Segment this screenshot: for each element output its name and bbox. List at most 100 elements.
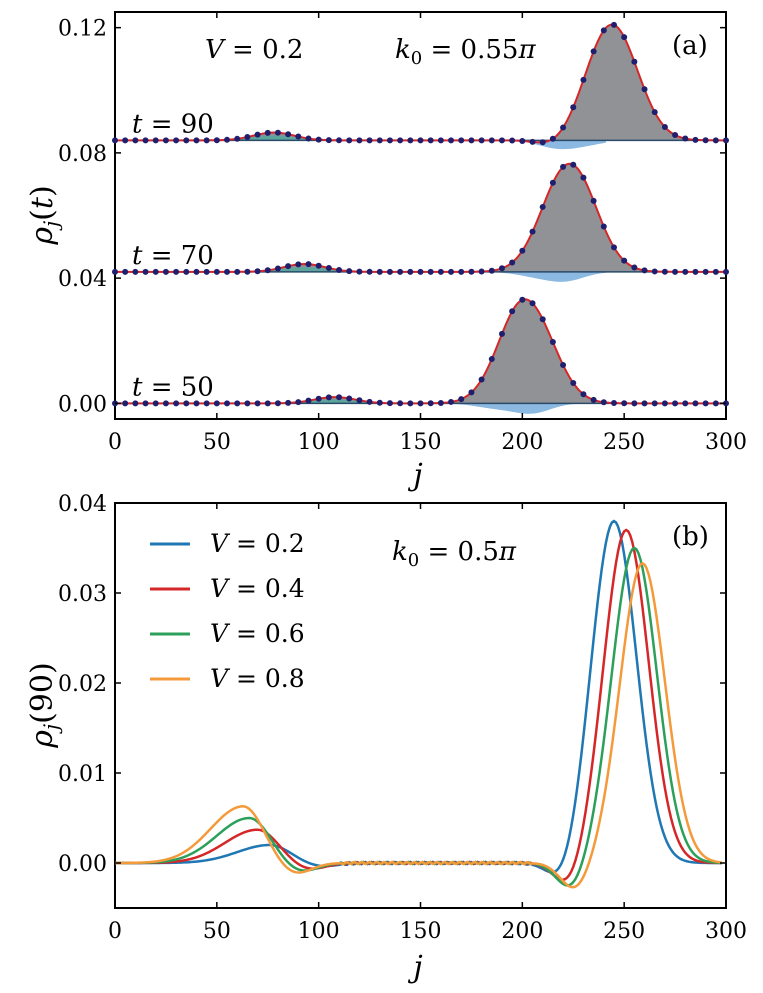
panel-a-point — [386, 268, 393, 275]
panel-a-point — [458, 268, 465, 275]
panel-a-peak-fill-t90 — [115, 24, 726, 141]
panel-a-point — [213, 268, 220, 275]
panel-b-line-v0.8 — [114, 561, 723, 889]
panel-b-xlabel: j — [407, 950, 422, 985]
panel-a-point — [692, 136, 699, 143]
panel-a-point — [224, 136, 231, 143]
panel-a-point — [112, 268, 118, 275]
panel-a-ytick-label: 0.08 — [58, 142, 107, 167]
panel-a-ylabel: ρj(t) — [25, 185, 63, 245]
panel-b-xtick-label: 250 — [603, 919, 645, 944]
panel-a-point — [356, 397, 363, 404]
panel-a-point — [580, 76, 587, 83]
panel-a-ytick-label: 0.00 — [58, 392, 107, 417]
panel-a-point — [723, 137, 729, 144]
panel-a-curve-t50 — [112, 296, 729, 414]
panel-a-point — [366, 268, 373, 275]
panel-a-point — [641, 400, 648, 407]
panel-a-point — [254, 131, 261, 138]
panel-b-line-v0.4 — [115, 528, 722, 881]
panel-a-point — [661, 400, 668, 407]
legend-label: V = 0.2 — [210, 529, 305, 558]
panel-a-point — [162, 400, 169, 407]
panel-a-point — [661, 268, 668, 275]
panel-b-ytick-label: 0.02 — [58, 672, 107, 697]
panel-b-xtick-label: 0 — [108, 919, 122, 944]
panel-a-point — [631, 400, 638, 407]
panel-a-point — [224, 268, 231, 275]
panel-a-point — [468, 137, 475, 144]
panel-a-point — [549, 179, 556, 186]
panel-a-point — [651, 268, 658, 275]
panel-b-series — [114, 519, 723, 889]
panel-a-annotation-k0: k0 = 0.55π — [395, 35, 536, 69]
panel-a-point — [274, 129, 281, 136]
panel-a-point — [305, 261, 312, 268]
panel-a-point — [427, 137, 434, 144]
panel-a-point — [641, 267, 648, 274]
panel-a-point — [580, 391, 587, 398]
panel-a-point — [173, 268, 180, 275]
panel-a-point — [132, 137, 139, 144]
panel-a-point — [529, 138, 536, 145]
panel-a-curve-t70 — [112, 161, 729, 282]
panel-a-point — [244, 400, 251, 407]
panel-a-point — [162, 137, 169, 144]
legend-label: V = 0.6 — [210, 619, 305, 648]
panel-a-xtick-label: 200 — [501, 430, 543, 455]
panel-a-ticks: 0 50 100 150 200 250 300 0.00 0.04 0.08 0.12 — [58, 12, 747, 455]
panel-a-dip-fill-t50 — [451, 403, 584, 414]
panel-a-point — [203, 137, 210, 144]
panel-a-point — [631, 264, 638, 271]
panel-a-point — [590, 48, 597, 55]
panel-a-point — [560, 124, 567, 131]
panel-a-xtick-label: 0 — [108, 430, 122, 455]
panel-a-xlabel: j — [407, 458, 422, 493]
panel-a-point — [427, 268, 434, 275]
panel-a-point — [478, 137, 485, 144]
panel-a-point — [702, 400, 709, 407]
panel-a-point — [325, 394, 332, 401]
panel-a-point — [336, 137, 343, 144]
panel-a-point — [397, 137, 404, 144]
panel-a-curve-label: t = 70 — [132, 241, 214, 271]
panel-a-dip-fill-t70 — [485, 271, 619, 282]
panel-a-point — [712, 137, 719, 144]
panel-a-point — [539, 203, 546, 210]
panel-a: 0 50 100 150 200 250 300 0.00 0.04 0.08 0.12 V = 0… — [25, 11, 747, 493]
panel-a-xtick-label: 150 — [400, 430, 442, 455]
panel-b-legend: V = 0.2 V = 0.4 V = 0.6 V = 0.8 — [150, 529, 305, 693]
panel-a-point — [285, 263, 292, 270]
panel-b-ylabel: ρj(90) — [25, 662, 63, 748]
panel-a-point — [580, 174, 587, 181]
panel-a-xtick-label: 300 — [705, 430, 747, 455]
panel-b-ytick-label: 0.01 — [58, 762, 107, 787]
panel-a-point — [712, 268, 719, 275]
panel-a-xtick-label: 50 — [203, 430, 231, 455]
panel-b-xtick-label: 300 — [705, 919, 747, 944]
panel-a-point — [397, 268, 404, 275]
panel-b-ytick-label: 0.04 — [58, 492, 107, 517]
panel-a-point — [152, 400, 159, 407]
panel-a-point — [672, 268, 679, 275]
panel-a-point — [549, 339, 556, 346]
panel-a-point — [336, 394, 343, 401]
panel-a-point — [193, 268, 200, 275]
panel-a-point — [590, 396, 597, 403]
panel-a-point — [112, 137, 118, 144]
panel-b-line-v0.2 — [115, 519, 722, 874]
panel-a-point — [407, 400, 414, 407]
panel-a-point — [600, 27, 607, 34]
panel-a-point — [682, 400, 689, 407]
panel-a-xtick-label: 100 — [298, 430, 340, 455]
panel-a-point — [173, 137, 180, 144]
panel-a-point — [610, 400, 617, 407]
panel-a-point — [468, 268, 475, 275]
panel-a-point — [702, 268, 709, 275]
panel-a-point — [122, 137, 129, 144]
panel-a-series — [112, 21, 729, 414]
panel-a-point — [621, 400, 628, 407]
panel-b-xtick-label: 150 — [400, 919, 442, 944]
panel-a-point — [295, 261, 302, 268]
